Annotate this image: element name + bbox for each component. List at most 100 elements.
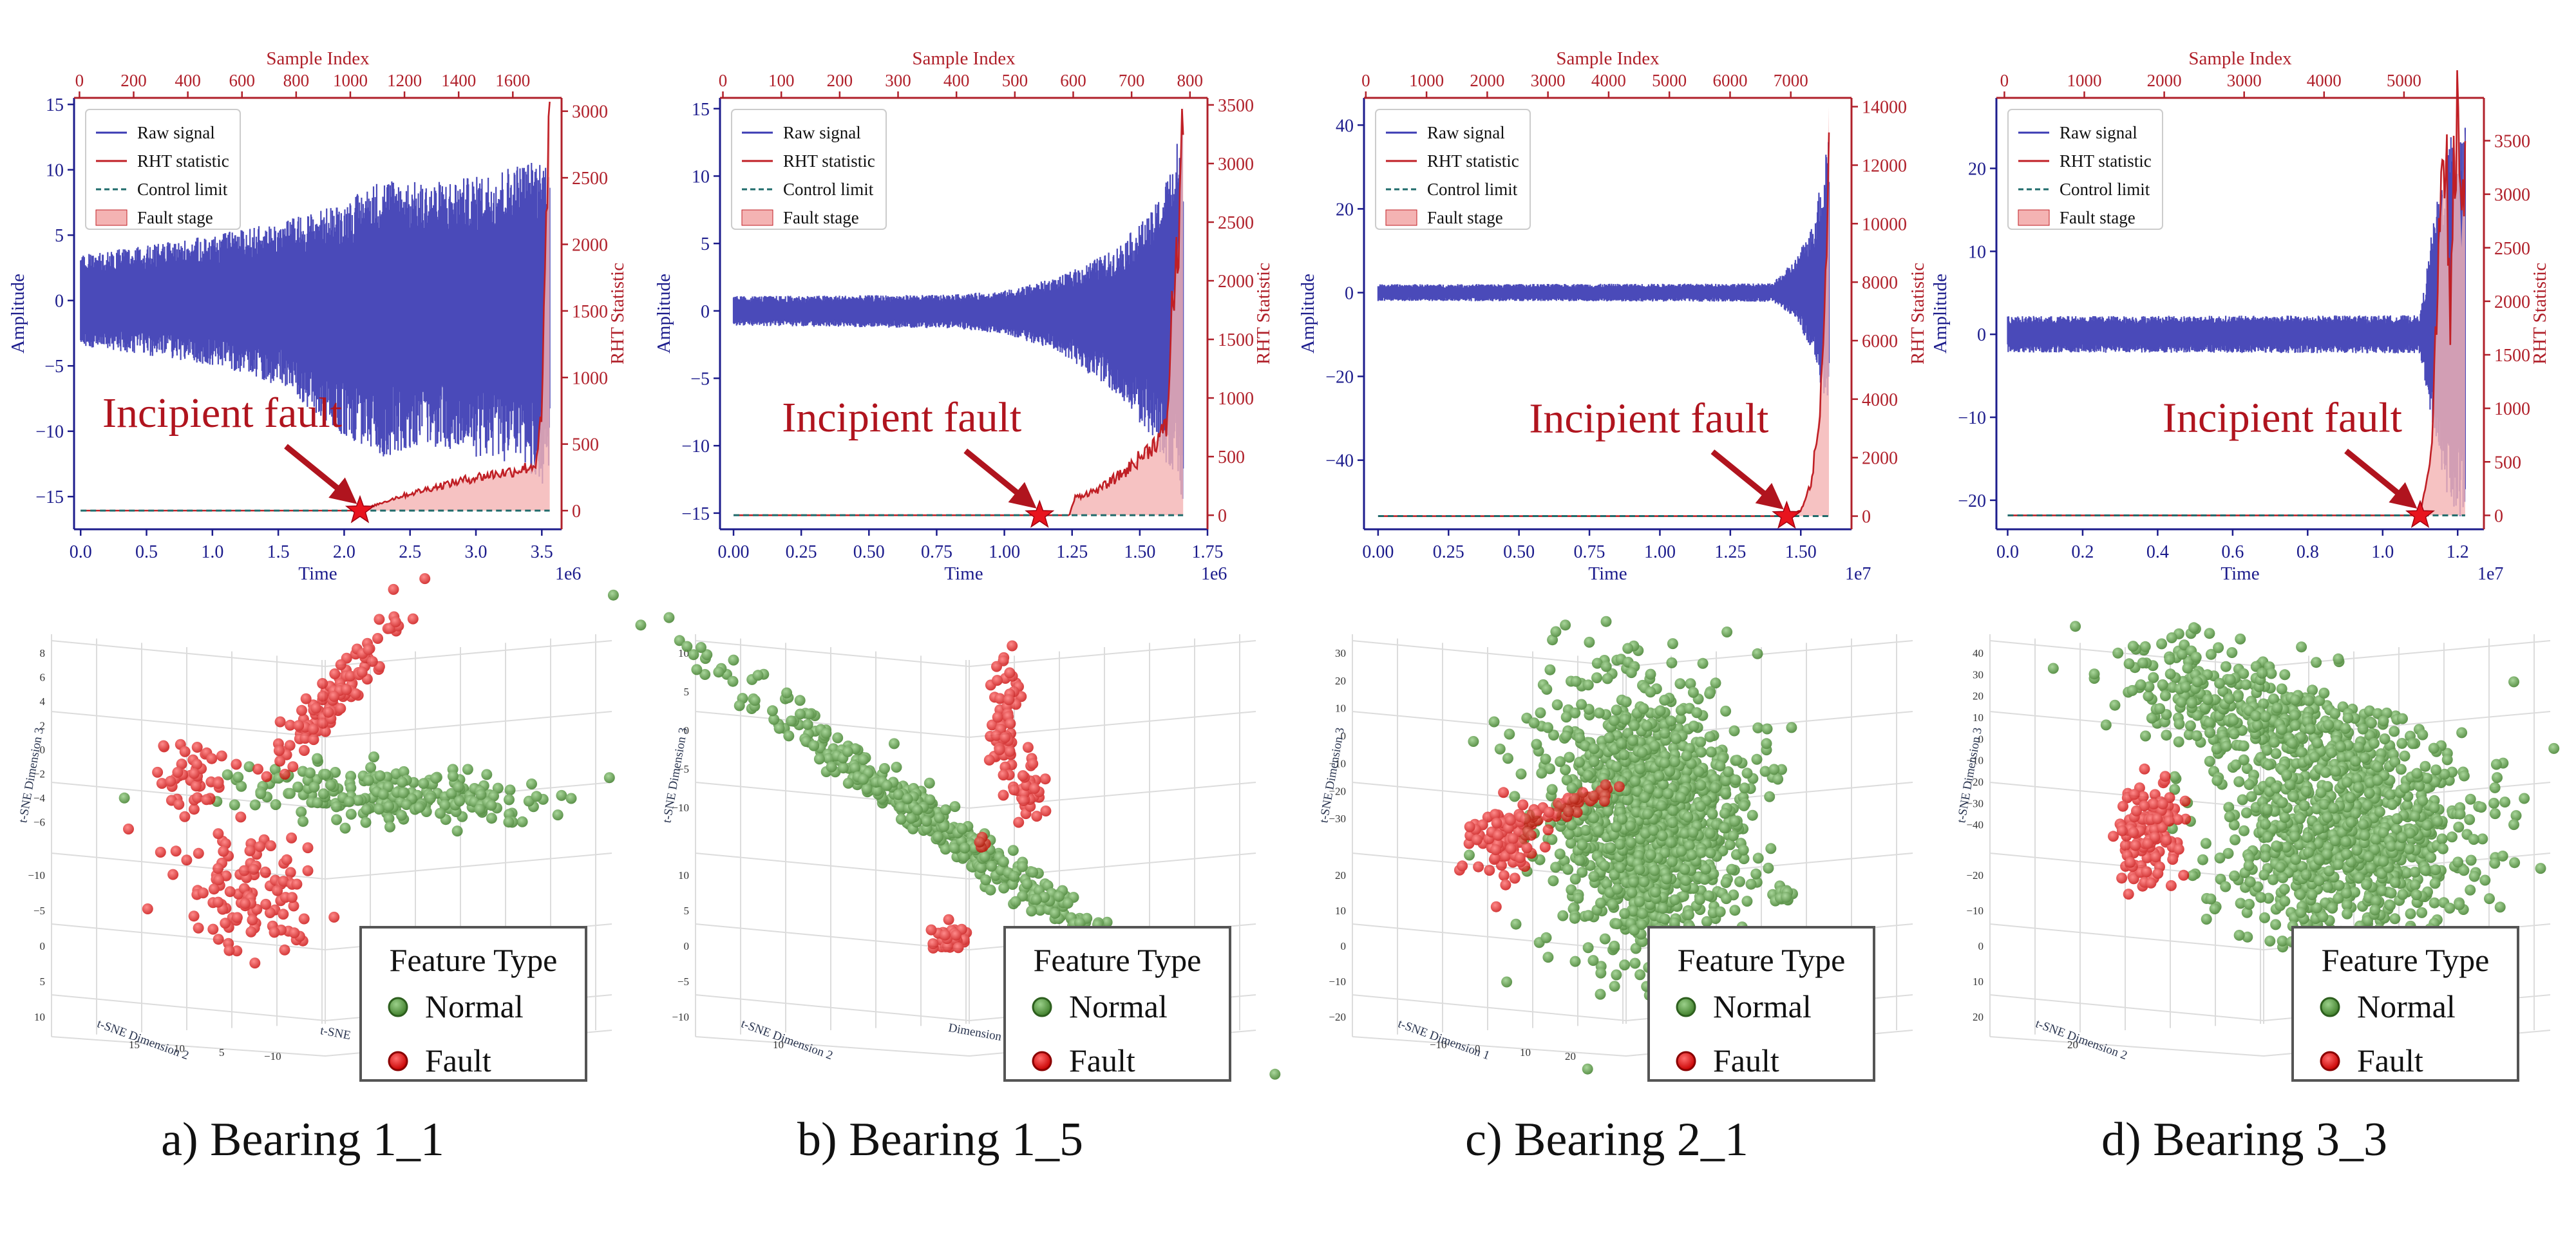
tsne-point [2428, 742, 2439, 754]
tsne-point [1747, 809, 1758, 821]
tsne-point [298, 745, 310, 756]
tsne-point [2444, 902, 2456, 914]
tsne-tick-label: −5 [677, 763, 689, 775]
x-tick-label: 1.00 [989, 542, 1020, 562]
tsne-point [2410, 889, 2422, 901]
top-tick-label: 0 [1361, 71, 1370, 90]
tsne-point [345, 670, 356, 682]
tsne-point [861, 783, 873, 795]
fault-stage-area [1786, 106, 1829, 516]
tsne-point [2329, 835, 2341, 847]
tsne-point [2317, 911, 2329, 923]
tsne-point [681, 641, 693, 652]
tsne-point [2190, 652, 2202, 663]
tsne-point [1686, 849, 1698, 861]
x-axis-label: Time [944, 563, 983, 584]
tsne-tick-label: 30 [1335, 647, 1346, 659]
y2-tick-label: 1000 [1218, 389, 1254, 409]
tsne-tick-label: 20 [1565, 1050, 1576, 1062]
tsne-legend-normal: Normal [1713, 988, 1812, 1024]
tsne-point [1695, 780, 1707, 791]
tsne-point [158, 740, 169, 751]
tsne-point [1705, 847, 1716, 859]
caption-bearing-1-1: a) Bearing 1_1 [161, 1113, 444, 1166]
tsne-point [249, 957, 261, 969]
tsne-point [2238, 754, 2249, 766]
tsne-point [2298, 800, 2310, 811]
tsne-point [1580, 740, 1591, 751]
tsne-point [1577, 867, 1588, 878]
tsne-point [384, 821, 395, 833]
tsne-point [2148, 672, 2159, 683]
tsne-point [2324, 865, 2335, 877]
tsne-point [2414, 780, 2425, 792]
tsne-point [325, 779, 336, 791]
tsne-point [1704, 688, 1716, 699]
tsne-point [951, 929, 961, 941]
tsne-point [2276, 724, 2287, 735]
tsne-point [2484, 893, 2495, 905]
tsne-point [987, 719, 998, 731]
tsne-point [284, 740, 296, 751]
tsne-point [1535, 707, 1546, 719]
tsne-point [1666, 657, 1678, 668]
tsne-tick-label: 0 [40, 744, 46, 756]
tsne-point [317, 678, 328, 689]
tsne-point [1577, 787, 1589, 798]
tsne-point [1595, 967, 1607, 979]
tsne-point [1679, 863, 1690, 875]
tsne-point [1659, 913, 1671, 925]
y-axis-label: Amplitude [8, 274, 28, 354]
tsne-point [2109, 699, 2121, 711]
tsne-point [1543, 806, 1555, 818]
tsne-point [173, 798, 185, 810]
tsne-point [1582, 679, 1594, 691]
tsne-point [2167, 854, 2179, 865]
tsne-point [1595, 988, 1606, 1000]
tsne-point [2464, 814, 2476, 825]
tsne-point [192, 792, 203, 804]
tsne-point [2268, 874, 2279, 885]
tsne-point [1739, 782, 1750, 794]
tsne-point [921, 815, 933, 827]
top-tick-label: 6000 [1712, 71, 1747, 90]
tsne-point [1642, 808, 1653, 820]
tsne-point [1565, 838, 1577, 849]
tsne-point [377, 789, 389, 800]
tsne-point [2313, 875, 2325, 887]
signal-legend: Raw signal RHT statistic Control limit Faul… [85, 109, 241, 230]
tsne-point [956, 823, 968, 834]
tsne-point [2456, 727, 2468, 739]
tsne-point [696, 642, 706, 653]
legend-swatch-stage [1385, 209, 1417, 226]
tsne-point [287, 892, 298, 903]
tsne-point [279, 768, 290, 780]
legend-marker-normal [1676, 997, 1696, 1017]
tsne-point [2519, 793, 2530, 804]
tsne-point [2296, 747, 2307, 759]
tsne-point [1053, 891, 1065, 902]
tsne-point [193, 922, 204, 934]
tsne-point [308, 723, 319, 735]
tsne-legend: Feature Type Normal Fault [1647, 926, 1875, 1082]
tsne-point [1719, 807, 1730, 819]
tsne-tick-label: −10 [1966, 755, 1984, 767]
x-tick-label: 1.75 [1192, 542, 1224, 562]
tsne-point [983, 754, 995, 766]
tsne-point [2271, 840, 2282, 852]
caption-bearing-2-1: c) Bearing 2_1 [1465, 1113, 1748, 1166]
tsne-point [842, 777, 854, 789]
incipient-fault-arrow [963, 448, 1037, 509]
tsne-point [2157, 679, 2168, 690]
y-tick-label: 20 [1968, 160, 1986, 180]
tsne-tick-label: 0 [1475, 1042, 1481, 1055]
tsne-point [2420, 760, 2431, 772]
tsne-point [2191, 730, 2202, 742]
tsne-point [302, 865, 314, 876]
tsne-point [635, 619, 647, 631]
x-tick-label: 0.25 [1433, 542, 1464, 562]
tsne-axis-title: t-SNE Dimension 2 [2034, 1017, 2129, 1062]
legend-swatch-stage [741, 209, 773, 226]
tsne-series-fault [2108, 763, 2192, 900]
tsne-point [252, 764, 263, 775]
